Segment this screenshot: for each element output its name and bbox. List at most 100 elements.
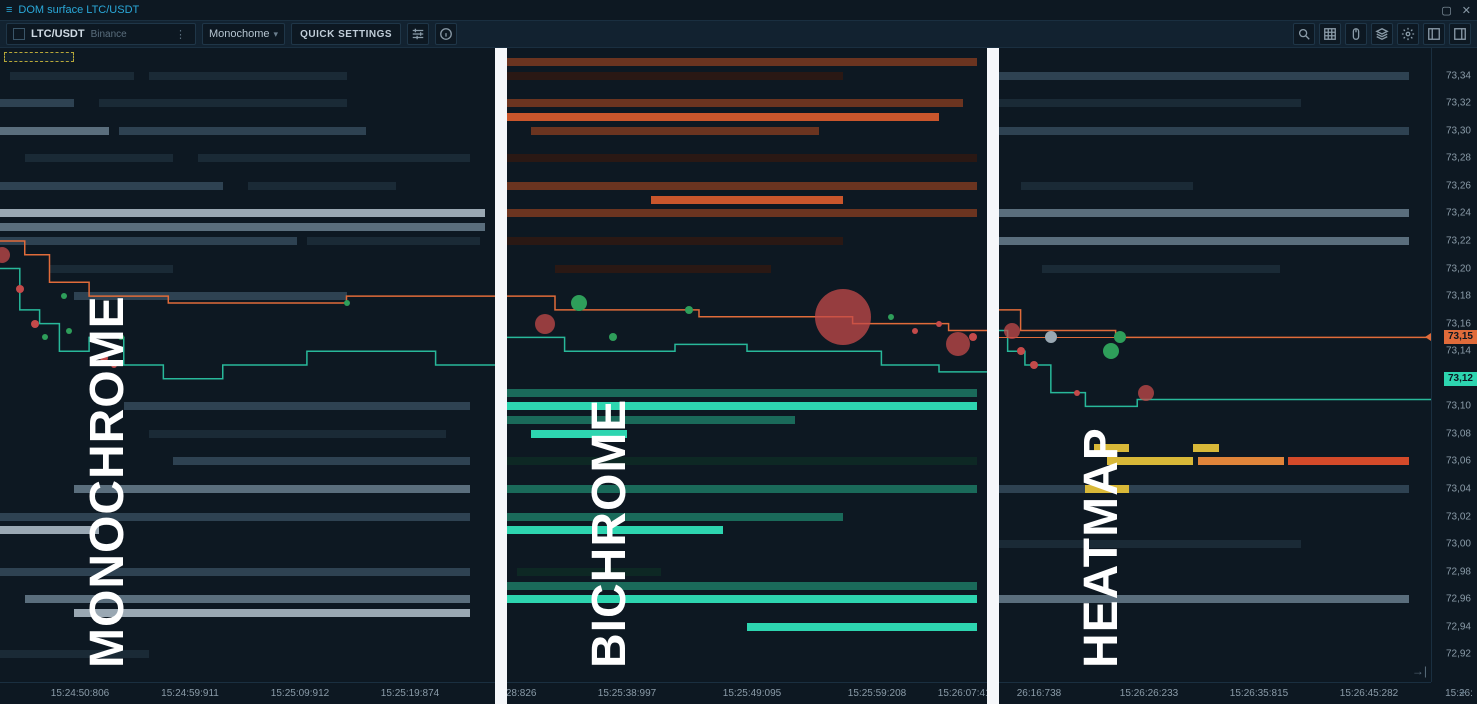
panel-monochrome[interactable]: 15:24:50:80615:24:59:91115:25:09:91215:2… — [0, 48, 495, 704]
price-line — [0, 269, 495, 379]
x-tick: 26:16:738 — [1017, 688, 1062, 699]
x-tick: 15:25:09:912 — [271, 688, 329, 699]
x-tick: 15:24:50:806 — [51, 688, 109, 699]
add-icon[interactable]: + — [1459, 684, 1467, 700]
heatmap-cell — [507, 113, 939, 121]
mode-dropdown[interactable]: Monochome ▾ — [202, 23, 285, 45]
y-tick: 73,18 — [1446, 291, 1471, 302]
heatmap-cell — [507, 237, 843, 245]
y-tick: 73,16 — [1446, 318, 1471, 329]
panel-divider[interactable] — [495, 48, 507, 704]
window-title: DOM surface LTC/USDT — [18, 4, 1441, 16]
search-icon[interactable] — [1293, 23, 1315, 45]
heatmap-cell — [1288, 457, 1409, 465]
heatmap-cell — [1042, 265, 1280, 273]
heatmap-cell — [999, 99, 1301, 107]
heatmap-cell — [507, 182, 977, 190]
heatmap-cell — [119, 127, 367, 135]
close-icon[interactable]: ✕ — [1462, 4, 1471, 17]
x-tick: 15:26:07:417 — [938, 688, 987, 699]
price-line — [999, 310, 1431, 338]
y-axis: 73,3473,3273,3073,2873,2673,2473,2273,20… — [1431, 48, 1477, 682]
window-controls: ▢ ✕ — [1441, 4, 1471, 17]
trade-dot — [31, 320, 39, 328]
ask-price-marker: 73,15 — [1444, 330, 1477, 344]
panel-label: MONOCHROME — [80, 295, 135, 668]
trade-dot — [1030, 361, 1038, 369]
y-tick: 73,10 — [1446, 401, 1471, 412]
trade-dot — [609, 333, 617, 341]
layers-icon[interactable] — [1371, 23, 1393, 45]
trade-dot — [1017, 347, 1025, 355]
trade-dot — [1004, 323, 1020, 339]
trade-dot — [66, 328, 72, 334]
exchange-label: Binance — [91, 29, 127, 40]
y-tick: 72,98 — [1446, 566, 1471, 577]
heatmap-cell — [99, 99, 347, 107]
x-axis: 15:24:50:80615:24:59:91115:25:09:91215:2… — [0, 682, 495, 704]
x-tick: 15:25:38:997 — [598, 688, 656, 699]
maximize-icon[interactable]: ▢ — [1441, 4, 1451, 17]
panel-left-icon[interactable] — [1423, 23, 1445, 45]
y-tick: 72,94 — [1446, 621, 1471, 632]
trade-dot — [0, 247, 10, 263]
quick-settings-button[interactable]: QUICK SETTINGS — [291, 23, 401, 45]
heatmap-cell — [999, 595, 1409, 603]
heatmap-cell — [507, 58, 977, 66]
heatmap-cell — [173, 457, 470, 465]
info-icon[interactable] — [435, 23, 457, 45]
y-tick: 73,22 — [1446, 235, 1471, 246]
panel-heatmap[interactable]: 73,3473,3273,3073,2873,2673,2473,2273,20… — [999, 48, 1477, 704]
chart-corner-controls: →| — [1412, 664, 1427, 678]
sliders-icon[interactable] — [407, 23, 429, 45]
heatmap-cell — [999, 237, 1409, 245]
trade-dot — [16, 285, 24, 293]
heatmap-cell — [25, 154, 174, 162]
x-axis: 5:28:82615:25:38:99715:25:49:09515:25:59… — [507, 682, 987, 704]
heatmap-cell — [1021, 182, 1194, 190]
y-tick: 73,34 — [1446, 70, 1471, 81]
heatmap-cell — [248, 182, 397, 190]
heatmap-cell — [307, 237, 480, 245]
heatmap-cell — [1150, 457, 1193, 465]
heatmap-cell — [10, 72, 134, 80]
trade-dot — [946, 332, 970, 356]
toolbar: LTC/USDT Binance ⋮ Monochome ▾ QUICK SET… — [0, 20, 1477, 48]
heatmap-cell — [507, 209, 977, 217]
heatmap-cell — [747, 623, 977, 631]
titlebar: ≡ DOM surface LTC/USDT ▢ ✕ — [0, 0, 1477, 20]
panel-right-icon[interactable] — [1449, 23, 1471, 45]
price-line — [999, 331, 1431, 407]
heatmap-cell — [507, 154, 977, 162]
heatmap-cell — [149, 72, 347, 80]
panel-bichrome[interactable]: 5:28:82615:25:38:99715:25:49:09515:25:59… — [507, 48, 987, 704]
heatmap-cell — [124, 402, 471, 410]
heatmap-cell — [0, 127, 109, 135]
trade-dot — [912, 328, 918, 334]
heatmap-cell — [50, 265, 174, 273]
y-tick: 73,24 — [1446, 208, 1471, 219]
heatmap-cell — [507, 582, 977, 590]
y-tick: 73,02 — [1446, 511, 1471, 522]
pair-menu-icon[interactable]: ⋮ — [175, 28, 185, 41]
y-tick: 73,14 — [1446, 346, 1471, 357]
heatmap-cell — [507, 72, 843, 80]
panel-divider[interactable] — [987, 48, 999, 704]
goto-end-icon[interactable]: →| — [1412, 664, 1427, 678]
menu-icon[interactable]: ≡ — [6, 4, 12, 16]
pair-selector[interactable]: LTC/USDT Binance ⋮ — [6, 23, 196, 45]
heatmap-cell — [999, 127, 1409, 135]
grid-icon[interactable] — [1319, 23, 1341, 45]
heatmap-cell — [507, 485, 977, 493]
trade-dot — [969, 333, 977, 341]
y-tick: 73,28 — [1446, 153, 1471, 164]
pair-label: LTC/USDT — [31, 28, 85, 40]
mouse-icon[interactable] — [1345, 23, 1367, 45]
trade-dot — [1074, 390, 1080, 396]
panel-label: BICHROME — [582, 399, 637, 668]
heatmap-cell — [198, 154, 470, 162]
gear-icon[interactable] — [1397, 23, 1419, 45]
x-tick: 15:26:26:233 — [1120, 688, 1178, 699]
heatmap-cell — [507, 457, 977, 465]
trade-dot — [42, 334, 48, 340]
